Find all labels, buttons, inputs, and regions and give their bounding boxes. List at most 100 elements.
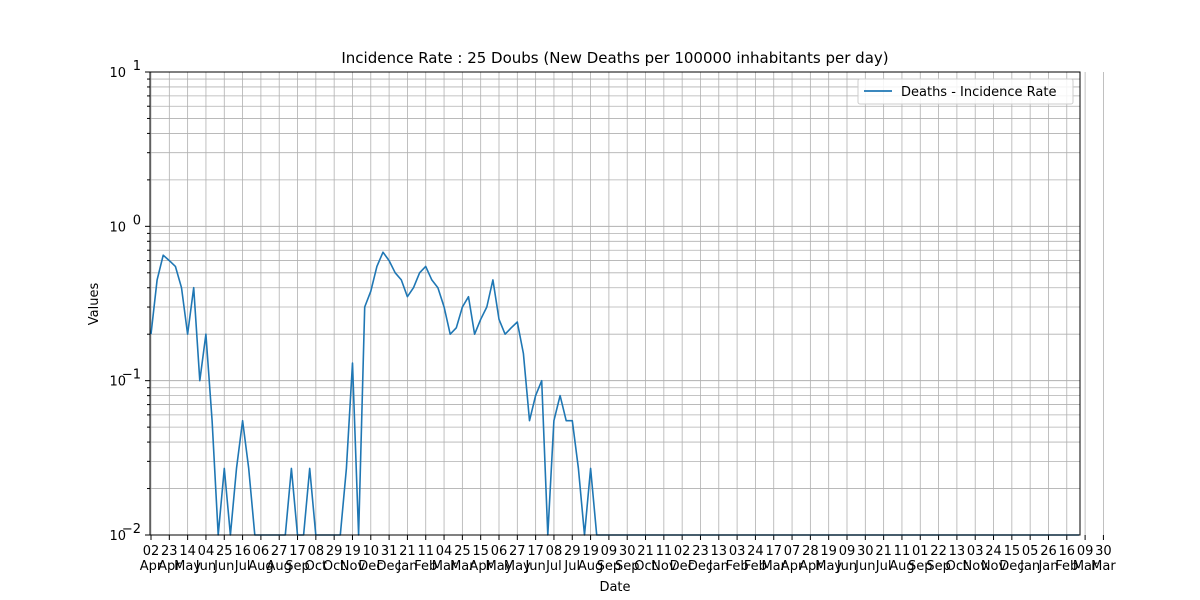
y-axis-label: Values <box>87 283 102 326</box>
x-tick-day: 17 <box>527 544 544 559</box>
chart-title: Incidence Rate : 25 Doubs (New Deaths pe… <box>341 49 888 67</box>
x-tick-month: Feb <box>414 559 437 574</box>
x-tick-month: Oct <box>946 559 968 574</box>
x-tick-month: Jan <box>1019 559 1040 574</box>
x-tick-month: May <box>486 559 513 574</box>
x-tick-day: 22 <box>930 544 947 559</box>
x-tick-day: 30 <box>619 544 636 559</box>
x-tick-day: 31 <box>381 544 398 559</box>
legend-box <box>857 78 1074 105</box>
x-tick-month: Apr <box>799 559 822 574</box>
x-tick-month: Jan <box>708 559 729 574</box>
plot-frame <box>149 71 1081 536</box>
x-tick-day: 08 <box>308 544 325 559</box>
x-tick-day: 06 <box>253 544 270 559</box>
x-tick-month: Nov <box>963 559 989 574</box>
x-tick-day: 24 <box>985 544 1002 559</box>
x-tick-day: 16 <box>1059 544 1076 559</box>
x-tick-day: 27 <box>271 544 288 559</box>
x-tick-day: 04 <box>198 544 215 559</box>
x-tick-day: 17 <box>289 544 306 559</box>
x-tick-month: Nov <box>651 559 677 574</box>
x-tick-day: 13 <box>949 544 966 559</box>
x-tick-month: Dec <box>377 559 402 574</box>
x-tick-day: 25 <box>216 544 233 559</box>
x-tick-month: Jul <box>875 559 892 574</box>
x-tick-day: 01 <box>912 544 929 559</box>
legend-label-deaths: Deaths - Incidence Rate <box>901 85 1056 100</box>
x-tick-month: Feb <box>1055 559 1078 574</box>
x-tick-day: 11 <box>417 544 434 559</box>
x-tick-day: 25 <box>454 544 471 559</box>
x-axis-label: Date <box>599 580 630 595</box>
x-axis-ticks: 02Apr23Apr14May04Jun25Jun16Jul06Aug27Aug… <box>140 535 1116 574</box>
x-tick-day: 15 <box>472 544 489 559</box>
y-tick-label: 10 <box>109 375 126 390</box>
x-tick-day: 24 <box>747 544 764 559</box>
x-tick-month: Jun <box>524 559 545 574</box>
x-tick-day: 19 <box>344 544 361 559</box>
x-tick-month: Jan <box>1037 559 1058 574</box>
x-tick-day: 21 <box>875 544 892 559</box>
x-tick-day: 21 <box>637 544 654 559</box>
x-tick-day: 05 <box>1022 544 1039 559</box>
x-tick-day: 07 <box>784 544 801 559</box>
x-tick-day: 30 <box>857 544 874 559</box>
x-tick-month: Apr <box>781 559 804 574</box>
x-tick-month: Jul <box>234 559 251 574</box>
x-tick-month: Dec <box>358 559 383 574</box>
x-tick-month: Sep <box>926 559 951 574</box>
x-tick-month: Sep <box>285 559 310 574</box>
x-tick-day: 19 <box>582 544 599 559</box>
x-tick-day: 11 <box>894 544 911 559</box>
x-tick-day: 02 <box>143 544 160 559</box>
x-tick-month: Aug <box>267 559 292 574</box>
x-tick-month: Oct <box>305 559 327 574</box>
x-tick-month: May <box>174 559 201 574</box>
x-tick-day: 16 <box>234 544 251 559</box>
x-tick-month: Apr <box>469 559 492 574</box>
grid <box>150 72 1104 536</box>
x-tick-month: Oct <box>634 559 656 574</box>
x-tick-month: Mar <box>1073 559 1098 574</box>
x-tick-day: 14 <box>179 544 196 559</box>
x-tick-day: 09 <box>601 544 618 559</box>
x-tick-day: 23 <box>161 544 178 559</box>
x-tick-month: Mar <box>450 559 475 574</box>
x-tick-day: 28 <box>802 544 819 559</box>
y-tick-exponent: 1 <box>133 59 141 74</box>
x-tick-day: 26 <box>1040 544 1057 559</box>
x-tick-month: May <box>815 559 842 574</box>
x-tick-month: Nov <box>981 559 1007 574</box>
series-line-deaths <box>150 251 1079 536</box>
x-tick-day: 27 <box>509 544 526 559</box>
x-tick-day: 30 <box>1095 544 1112 559</box>
x-tick-month: Feb <box>726 559 749 574</box>
x-tick-day: 03 <box>729 544 746 559</box>
x-tick-month: Jul <box>545 559 562 574</box>
x-tick-month: Jan <box>396 559 417 574</box>
legend: Deaths - Incidence Rate <box>857 78 1074 105</box>
y-tick-label: 10 <box>109 220 126 235</box>
x-tick-month: Aug <box>248 559 273 574</box>
x-tick-month: Sep <box>615 559 640 574</box>
x-tick-month: Jun <box>836 559 857 574</box>
x-tick-day: 11 <box>656 544 673 559</box>
x-tick-month: Jun <box>213 559 234 574</box>
y-tick-exponent: 0 <box>133 213 141 228</box>
x-tick-month: May <box>504 559 531 574</box>
y-tick-exponent: −1 <box>122 368 141 383</box>
x-tick-month: Sep <box>597 559 622 574</box>
x-tick-day: 09 <box>839 544 856 559</box>
x-tick-month: Mar <box>432 559 457 574</box>
x-tick-month: Sep <box>908 559 933 574</box>
y-tick-exponent: −2 <box>122 522 141 537</box>
x-tick-day: 10 <box>363 544 380 559</box>
x-tick-month: Apr <box>158 559 181 574</box>
x-tick-month: Aug <box>889 559 914 574</box>
x-tick-day: 03 <box>967 544 984 559</box>
x-tick-month: Jun <box>195 559 216 574</box>
x-tick-day: 29 <box>326 544 343 559</box>
x-tick-month: Dec <box>999 559 1024 574</box>
